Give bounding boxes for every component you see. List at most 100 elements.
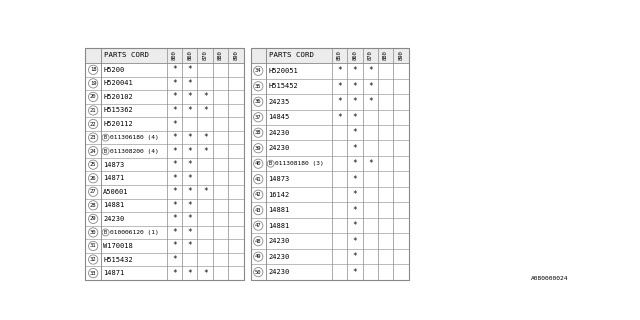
Text: *: *	[188, 187, 192, 196]
Text: 870: 870	[203, 51, 207, 60]
Text: 30: 30	[90, 230, 97, 235]
Bar	[250, 63, 408, 78]
Bar	[85, 226, 244, 239]
Text: B: B	[269, 161, 272, 166]
Text: *: *	[353, 237, 357, 246]
Text: 14871: 14871	[103, 270, 125, 276]
Text: 14873: 14873	[268, 176, 289, 182]
Text: 42: 42	[255, 192, 262, 197]
Text: *: *	[203, 92, 207, 101]
Text: 40: 40	[255, 161, 262, 166]
Text: 16142: 16142	[268, 192, 289, 198]
Text: 14881: 14881	[103, 202, 125, 208]
Text: 28: 28	[90, 203, 97, 208]
Text: *: *	[368, 159, 372, 168]
Text: *: *	[188, 214, 192, 223]
Bar	[250, 187, 408, 203]
Bar	[85, 239, 244, 253]
Text: 24230: 24230	[268, 145, 289, 151]
Text: 22: 22	[90, 122, 97, 126]
Text: 24230: 24230	[103, 216, 125, 222]
Text: *: *	[337, 66, 342, 75]
Bar	[250, 203, 408, 218]
Text: 24235: 24235	[268, 99, 289, 105]
Text: *: *	[353, 128, 357, 137]
Text: *: *	[172, 147, 177, 156]
Text: H520102: H520102	[103, 94, 133, 100]
Text: *: *	[172, 174, 177, 183]
Bar	[85, 104, 244, 117]
Text: 32: 32	[90, 257, 97, 262]
Text: *: *	[203, 147, 207, 156]
Text: 25: 25	[90, 162, 97, 167]
Text: 26: 26	[90, 176, 97, 181]
Text: 860: 860	[188, 51, 192, 60]
Text: 27: 27	[90, 189, 97, 194]
Text: *: *	[172, 120, 177, 129]
Bar	[85, 76, 244, 90]
Text: 24230: 24230	[268, 130, 289, 136]
Text: *: *	[203, 133, 207, 142]
Text: B: B	[104, 135, 107, 140]
Text: 37: 37	[255, 115, 262, 120]
Text: H515452: H515452	[268, 83, 298, 89]
Text: H520112: H520112	[103, 121, 133, 127]
Bar	[85, 90, 244, 104]
Text: *: *	[368, 97, 372, 106]
Text: 33: 33	[90, 271, 97, 276]
Text: 011308180 (3): 011308180 (3)	[275, 161, 324, 166]
Text: 14881: 14881	[268, 223, 289, 229]
Text: *: *	[172, 187, 177, 196]
Bar	[250, 125, 408, 140]
Text: 47: 47	[255, 223, 262, 228]
Text: 29: 29	[90, 216, 97, 221]
Text: *: *	[353, 113, 357, 122]
Text: *: *	[188, 79, 192, 88]
Text: *: *	[172, 65, 177, 74]
Bar	[250, 249, 408, 264]
Text: 43: 43	[255, 208, 262, 213]
Text: 48: 48	[255, 239, 262, 244]
Text: H515432: H515432	[103, 257, 133, 262]
Text: 800: 800	[172, 51, 177, 60]
Text: H515362: H515362	[103, 108, 133, 114]
Text: 860: 860	[353, 51, 357, 60]
Bar	[85, 266, 244, 280]
Text: 24230: 24230	[268, 269, 289, 275]
Text: *: *	[172, 133, 177, 142]
Text: H520041: H520041	[103, 80, 133, 86]
Text: *: *	[337, 113, 342, 122]
Text: 24230: 24230	[268, 238, 289, 244]
Text: 011306180 (4): 011306180 (4)	[110, 135, 159, 140]
Text: 880: 880	[218, 51, 223, 60]
Text: 41: 41	[255, 177, 262, 182]
Text: 880: 880	[383, 51, 388, 60]
Text: 24: 24	[90, 148, 97, 154]
Text: *: *	[188, 268, 192, 277]
Text: *: *	[337, 82, 342, 91]
Text: 34: 34	[255, 68, 262, 73]
Text: *: *	[368, 66, 372, 75]
Text: 890: 890	[399, 51, 403, 60]
Text: *: *	[172, 268, 177, 277]
Text: 19: 19	[90, 81, 97, 86]
Text: B: B	[104, 148, 107, 154]
Bar	[250, 94, 408, 109]
Text: *: *	[203, 187, 207, 196]
Text: *: *	[188, 228, 192, 237]
Text: *: *	[353, 206, 357, 215]
Bar	[250, 233, 408, 249]
Text: PARTS CORD: PARTS CORD	[104, 52, 148, 58]
Text: A50601: A50601	[103, 189, 129, 195]
Text: *: *	[337, 97, 342, 106]
Text: *: *	[353, 159, 357, 168]
Text: *: *	[172, 160, 177, 169]
Text: 010006120 (1): 010006120 (1)	[110, 230, 159, 235]
Bar	[85, 253, 244, 266]
Bar	[85, 144, 244, 158]
Bar	[85, 198, 244, 212]
Text: B: B	[104, 230, 107, 235]
Text: *: *	[353, 268, 357, 276]
Text: *: *	[353, 252, 357, 261]
Bar	[250, 48, 408, 63]
